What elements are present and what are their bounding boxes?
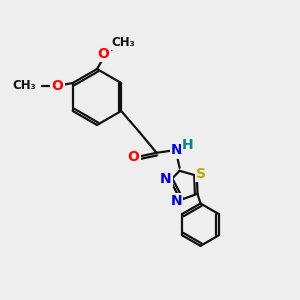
Text: N: N xyxy=(170,194,182,208)
Text: N: N xyxy=(171,143,182,158)
Text: CH₃: CH₃ xyxy=(12,80,36,92)
Text: CH₃: CH₃ xyxy=(111,36,135,49)
Text: O: O xyxy=(98,47,110,61)
Text: H: H xyxy=(182,138,194,152)
Text: O: O xyxy=(52,79,63,93)
Text: S: S xyxy=(196,167,206,181)
Text: O: O xyxy=(128,150,140,164)
Text: N: N xyxy=(160,172,172,186)
